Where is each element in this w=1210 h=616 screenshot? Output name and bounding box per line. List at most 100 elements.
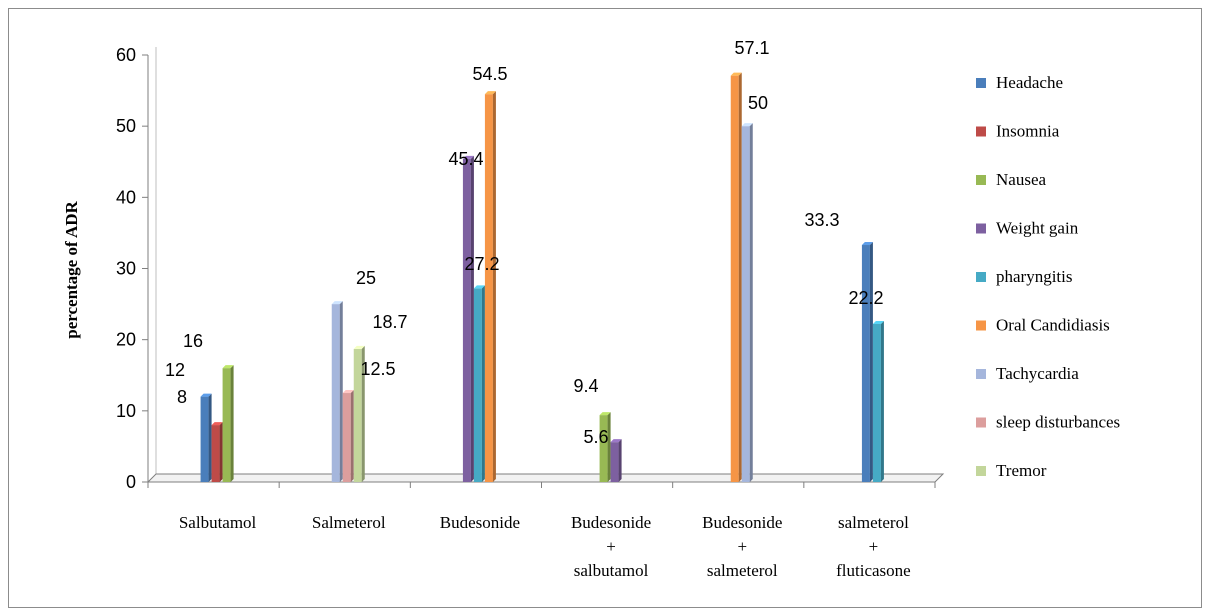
bar-side bbox=[230, 365, 234, 482]
data-labels: 12 33.3 8 16 9.4 45.4 5.6 27.2 22.2 54.5 57.1 25 50 1… bbox=[165, 38, 884, 447]
data-label: 25 bbox=[356, 268, 376, 288]
bar-side bbox=[492, 91, 496, 483]
x-tick-label: + bbox=[869, 537, 879, 556]
bar-top bbox=[861, 242, 873, 246]
data-label: 27.2 bbox=[464, 254, 499, 274]
bar-side bbox=[339, 301, 343, 482]
x-tick-label: salbutamol bbox=[574, 561, 649, 580]
bar-side bbox=[219, 422, 223, 482]
legend-entry: Tachycardia bbox=[996, 364, 1079, 383]
legend-entry: Tremor bbox=[996, 461, 1047, 480]
bar bbox=[599, 415, 608, 482]
bar-top bbox=[473, 285, 485, 289]
chart-frame bbox=[8, 8, 1202, 608]
y-tick-label: 30 bbox=[116, 259, 136, 279]
bar-top bbox=[462, 155, 474, 159]
x-tick-label: fluticasone bbox=[836, 561, 911, 580]
bar bbox=[200, 396, 209, 482]
y-axis-label: percentage of ADR bbox=[62, 201, 81, 339]
legend-swatch bbox=[976, 223, 986, 234]
y-tick-label: 40 bbox=[116, 187, 136, 207]
legend-entry: Headache bbox=[996, 73, 1063, 92]
data-label: 54.5 bbox=[472, 64, 507, 84]
legend-entry: Nausea bbox=[996, 170, 1046, 189]
bar-top bbox=[211, 422, 223, 426]
y-tick-label: 60 bbox=[116, 45, 136, 65]
bar-side bbox=[470, 155, 474, 483]
bar-top bbox=[599, 412, 611, 416]
bar-side bbox=[738, 72, 742, 482]
legend-entry: pharyngitis bbox=[996, 267, 1073, 286]
y-tick-label: 50 bbox=[116, 116, 136, 136]
bar bbox=[211, 425, 220, 482]
bar-side bbox=[869, 242, 873, 482]
y-tick-label: 20 bbox=[116, 330, 136, 350]
bar bbox=[353, 348, 362, 482]
bar-top bbox=[200, 393, 212, 397]
data-label: 12.5 bbox=[360, 359, 395, 379]
bar bbox=[610, 442, 619, 482]
axes: 0 10 20 30 40 50 60 Salbutamol Salmeterol Budeson… bbox=[116, 45, 945, 580]
x-tick-label: Budesonide bbox=[571, 513, 651, 532]
bar-top bbox=[741, 123, 753, 127]
bar-side bbox=[607, 412, 611, 482]
legend-swatch bbox=[976, 78, 986, 88]
x-tick-label: + bbox=[737, 537, 747, 556]
bar-top bbox=[610, 439, 622, 443]
legend: Headache Insomnia Nausea Weight gain pharyng… bbox=[976, 73, 1120, 480]
bar-side bbox=[749, 123, 753, 483]
bar bbox=[331, 304, 340, 482]
bar-side bbox=[208, 393, 212, 482]
bar-side bbox=[350, 390, 354, 482]
bar bbox=[484, 94, 493, 483]
legend-swatch bbox=[976, 320, 986, 331]
data-label: 33.3 bbox=[804, 210, 839, 230]
bar bbox=[872, 324, 881, 482]
floor bbox=[146, 473, 945, 483]
legend-entry: Oral Candidiasis bbox=[996, 316, 1110, 335]
bar bbox=[473, 288, 482, 482]
bar bbox=[861, 245, 870, 482]
bar bbox=[342, 393, 351, 482]
y-tick-label: 10 bbox=[116, 401, 136, 421]
legend-swatch bbox=[976, 369, 986, 379]
bar-top bbox=[484, 91, 496, 95]
legend-entry: sleep disturbances bbox=[996, 413, 1120, 432]
data-label: 12 bbox=[165, 360, 185, 380]
data-label: 57.1 bbox=[734, 38, 769, 58]
data-label: 8 bbox=[177, 387, 187, 407]
legend-swatch bbox=[976, 417, 986, 428]
bar bbox=[222, 368, 231, 482]
bars bbox=[200, 72, 884, 483]
x-tick-label: Budesonide bbox=[702, 513, 782, 532]
bar bbox=[741, 126, 750, 483]
bar-top bbox=[222, 365, 234, 369]
bar-side bbox=[361, 345, 365, 482]
x-tick-label: salmeterol bbox=[707, 561, 778, 580]
bar-top bbox=[730, 72, 742, 76]
bar bbox=[730, 75, 739, 482]
data-label: 16 bbox=[183, 331, 203, 351]
data-label: 22.2 bbox=[848, 288, 883, 308]
legend-entry: Weight gain bbox=[996, 219, 1079, 238]
bar-side bbox=[618, 439, 622, 482]
data-label: 9.4 bbox=[573, 376, 598, 396]
data-label: 5.6 bbox=[583, 427, 608, 447]
data-label: 50 bbox=[748, 93, 768, 113]
bar-top bbox=[331, 301, 343, 305]
bar bbox=[462, 158, 471, 483]
bar-side bbox=[880, 321, 884, 482]
legend-swatch bbox=[976, 126, 986, 137]
x-tick-label: Salbutamol bbox=[179, 513, 257, 532]
y-tick-label: 0 bbox=[126, 472, 136, 492]
legend-swatch bbox=[976, 272, 986, 282]
x-tick-label: salmeterol bbox=[838, 513, 909, 532]
x-tick-label: + bbox=[606, 537, 616, 556]
x-tick-label: Budesonide bbox=[440, 513, 520, 532]
x-tick-label: Salmeterol bbox=[312, 513, 386, 532]
bar-top bbox=[872, 321, 884, 325]
legend-swatch bbox=[976, 466, 986, 476]
bar-top bbox=[353, 345, 365, 349]
bar-top bbox=[342, 390, 354, 394]
